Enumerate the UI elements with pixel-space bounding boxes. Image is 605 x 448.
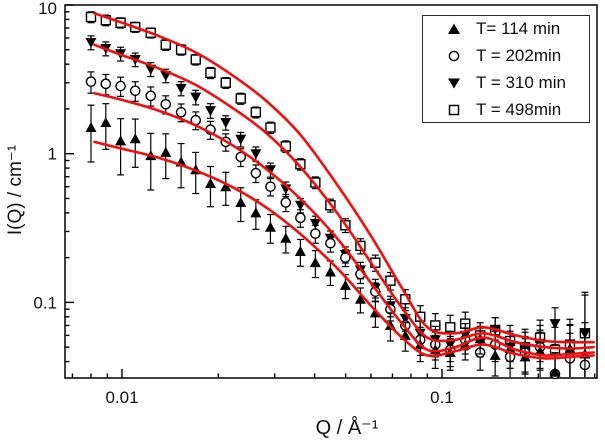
circle-open-marker (295, 212, 306, 224)
axis-tick-labels: 0.01 0.1 10 1 0.1 (33, 0, 453, 407)
legend-item-t498: T = 498min (423, 98, 589, 121)
triangle-up-marker (115, 135, 127, 146)
triangle-up-marker (235, 196, 247, 207)
circle-open-marker (129, 85, 141, 97)
triangle-down-filled-icon (448, 78, 460, 88)
square-open-marker (265, 122, 276, 133)
legend-box: T= 114 min T = 202min T = 310 min T = 49… (422, 15, 590, 123)
triangle-up-marker (324, 266, 336, 277)
y-tick-label: 10 (38, 0, 57, 18)
fit-line-498 (93, 12, 595, 344)
triangle-up-marker (549, 366, 561, 377)
triangle-up-marker (339, 279, 351, 290)
x-tick-label: 0.1 (430, 388, 454, 407)
circle-open-marker (115, 80, 126, 92)
triangle-down-marker (549, 319, 561, 330)
fit-line-114 (93, 140, 595, 360)
square-open-marker (160, 39, 171, 50)
fit-line-202 (93, 91, 595, 357)
triangle-up-marker (250, 207, 262, 218)
triangle-up-marker (280, 232, 292, 243)
square-open-icon (448, 104, 460, 115)
legend-label-t202: T = 202min (476, 45, 562, 65)
circle-open-marker (175, 106, 187, 118)
triangle-up-marker (160, 146, 172, 157)
circle-open-marker (145, 90, 157, 102)
square-open-marker (445, 322, 456, 333)
legend-item-t114: T= 114 min (423, 17, 589, 40)
fit-line-310 (93, 43, 595, 350)
circle-open-marker (280, 197, 292, 208)
triangle-up-marker (100, 117, 112, 128)
square-open-marker (310, 177, 321, 188)
y-tick-label: 1 (48, 145, 57, 164)
legend-label-t310: T = 310 min (476, 72, 566, 92)
triangle-down-marker (175, 83, 187, 94)
square-open-marker (190, 54, 201, 65)
square-open-marker (85, 11, 97, 23)
legend-label-t498: T = 498min (476, 99, 562, 119)
triangle-up-marker (204, 178, 216, 189)
triangle-down-marker (190, 92, 202, 103)
circle-open-marker (160, 98, 172, 110)
square-open-marker (100, 15, 112, 26)
circle-open-marker (325, 237, 336, 249)
circle-open-marker (100, 78, 112, 90)
legend-item-t310: T = 310 min (423, 71, 589, 94)
triangle-down-marker (250, 149, 262, 160)
triangle-up-marker (220, 181, 232, 192)
triangle-down-marker (235, 134, 247, 145)
square-open-marker (235, 93, 246, 104)
square-open-marker (205, 67, 216, 78)
triangle-up-marker (354, 293, 366, 304)
circle-open-icon (448, 50, 460, 61)
triangle-down-marker (220, 118, 232, 129)
triangle-down-marker (204, 106, 216, 117)
square-open-marker (385, 275, 396, 286)
triangle-up-marker (264, 221, 276, 232)
triangle-up-marker (534, 345, 546, 356)
triangle-down-marker (264, 165, 276, 176)
circle-open-marker (250, 167, 262, 179)
x-tick-label: 0.01 (105, 388, 138, 407)
square-open-marker (220, 77, 231, 88)
triangle-down-marker (85, 37, 97, 48)
y-axis-title: I(Q) / cm⁻¹ (5, 145, 26, 235)
circle-open-marker (265, 181, 276, 192)
legend-label-t114: T= 114 min (476, 18, 561, 38)
triangle-down-marker (309, 218, 321, 229)
triangle-up-marker (309, 257, 321, 268)
circle-open-marker (85, 76, 97, 87)
x-axis-title: Q / Å⁻¹ (316, 416, 379, 439)
triangle-up-filled-icon (448, 23, 460, 34)
fit-curves-layer (93, 12, 595, 360)
legend-item-t202: T = 202min (423, 44, 589, 67)
square-open-marker (250, 107, 262, 118)
triangle-up-marker (129, 133, 141, 144)
circle-open-marker (310, 228, 321, 239)
circle-open-marker (235, 151, 247, 163)
circle-open-marker (340, 252, 351, 263)
axis-ticks (65, 4, 596, 378)
y-tick-label: 0.1 (33, 293, 57, 312)
triangle-up-marker (85, 122, 97, 133)
triangle-up-marker (294, 245, 306, 256)
triangle-up-marker (489, 349, 501, 360)
